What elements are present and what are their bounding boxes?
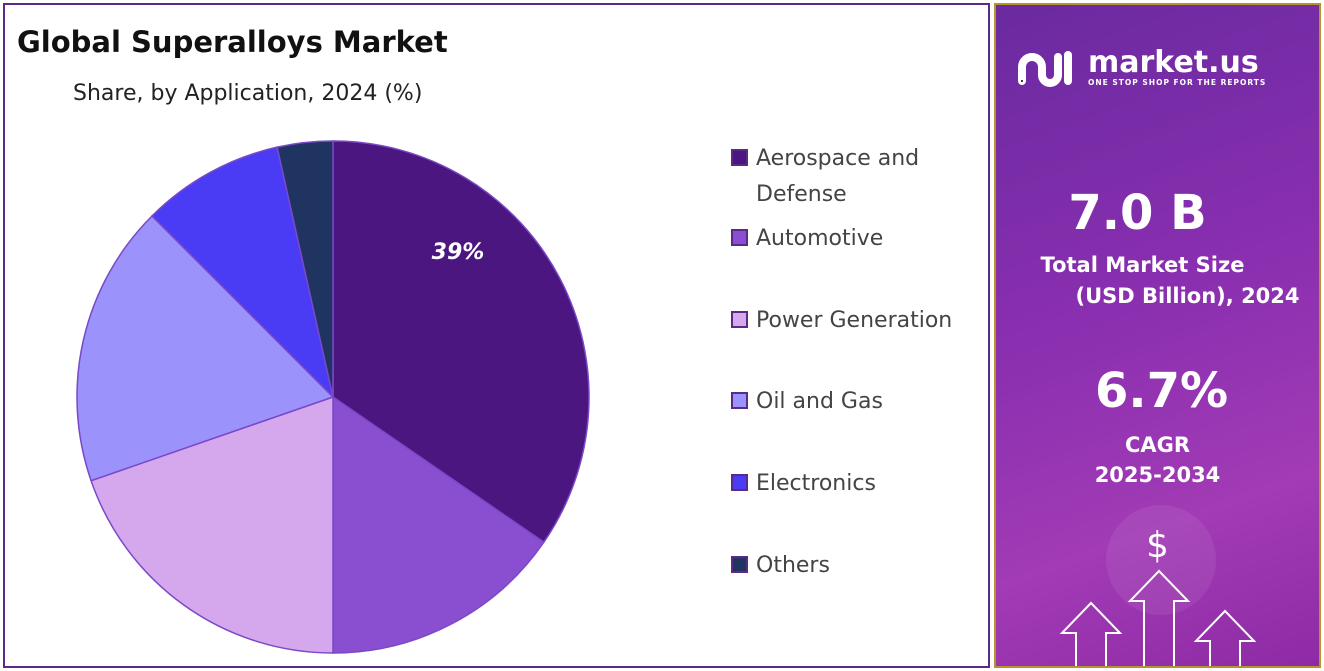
legend-swatch xyxy=(731,311,748,328)
chart-subtitle: Share, by Application, 2024 (%) xyxy=(73,81,423,106)
legend-item: Others xyxy=(731,548,991,584)
brand-logo: market.us ONE STOP SHOP FOR THE REPORTS xyxy=(1016,47,1266,87)
cagr-value: 6.7% xyxy=(1094,363,1229,419)
pie-slice-power-generation xyxy=(90,395,334,654)
legend-item: Oil and Gas xyxy=(731,384,991,420)
pie-slice-automotive xyxy=(332,395,545,654)
market-size-label: Total Market Size xyxy=(1040,253,1245,277)
market-us-logo-icon xyxy=(1018,51,1072,87)
market-size-unit: (USD Billion), 2024 xyxy=(1075,284,1300,308)
cagr-period: 2025-2034 xyxy=(1094,463,1221,487)
background-decor xyxy=(1059,505,1257,666)
legend-label: Oil and Gas xyxy=(756,389,883,414)
legend-swatch xyxy=(731,474,748,491)
brand-tagline: ONE STOP SHOP FOR THE REPORTS xyxy=(1088,77,1267,87)
cagr-label: CAGR xyxy=(1124,433,1191,457)
legend-label: Others xyxy=(756,553,830,578)
legend-label: Electronics xyxy=(756,471,876,496)
chart-panel: Global Superalloys Market Share, by Appl… xyxy=(3,3,990,668)
summary-panel: market.us ONE STOP SHOP FOR THE REPORTS … xyxy=(994,3,1321,668)
legend-item: Electronics xyxy=(731,466,991,502)
legend-label: Power Generation xyxy=(756,308,953,333)
legend-swatch xyxy=(731,149,748,166)
pie-slice-oil-and-gas xyxy=(76,214,335,482)
data-label: 39% xyxy=(432,240,485,265)
pie-slice-electronics xyxy=(150,146,335,400)
pie-slice-others xyxy=(276,140,334,398)
market-size-value: 7.0 B xyxy=(1068,185,1207,241)
pie-slice-aerospace-and-defense xyxy=(332,140,590,544)
chart-title: Global Superalloys Market xyxy=(17,25,448,59)
brand-name: market.us xyxy=(1088,44,1259,80)
legend-swatch xyxy=(731,229,748,246)
legend-label: Automotive xyxy=(756,226,884,251)
dollar-icon: $ xyxy=(1146,525,1169,566)
legend-label: Aerospace and Defense xyxy=(756,146,920,207)
legend-item: Power Generation xyxy=(731,303,991,339)
pie-chart: 39% xyxy=(76,140,590,654)
legend-item: Aerospace and Defense xyxy=(731,141,991,213)
arrow-up-icons xyxy=(1059,569,1257,666)
legend-swatch xyxy=(731,556,748,573)
legend-swatch xyxy=(731,392,748,409)
legend-item: Automotive xyxy=(731,221,991,257)
